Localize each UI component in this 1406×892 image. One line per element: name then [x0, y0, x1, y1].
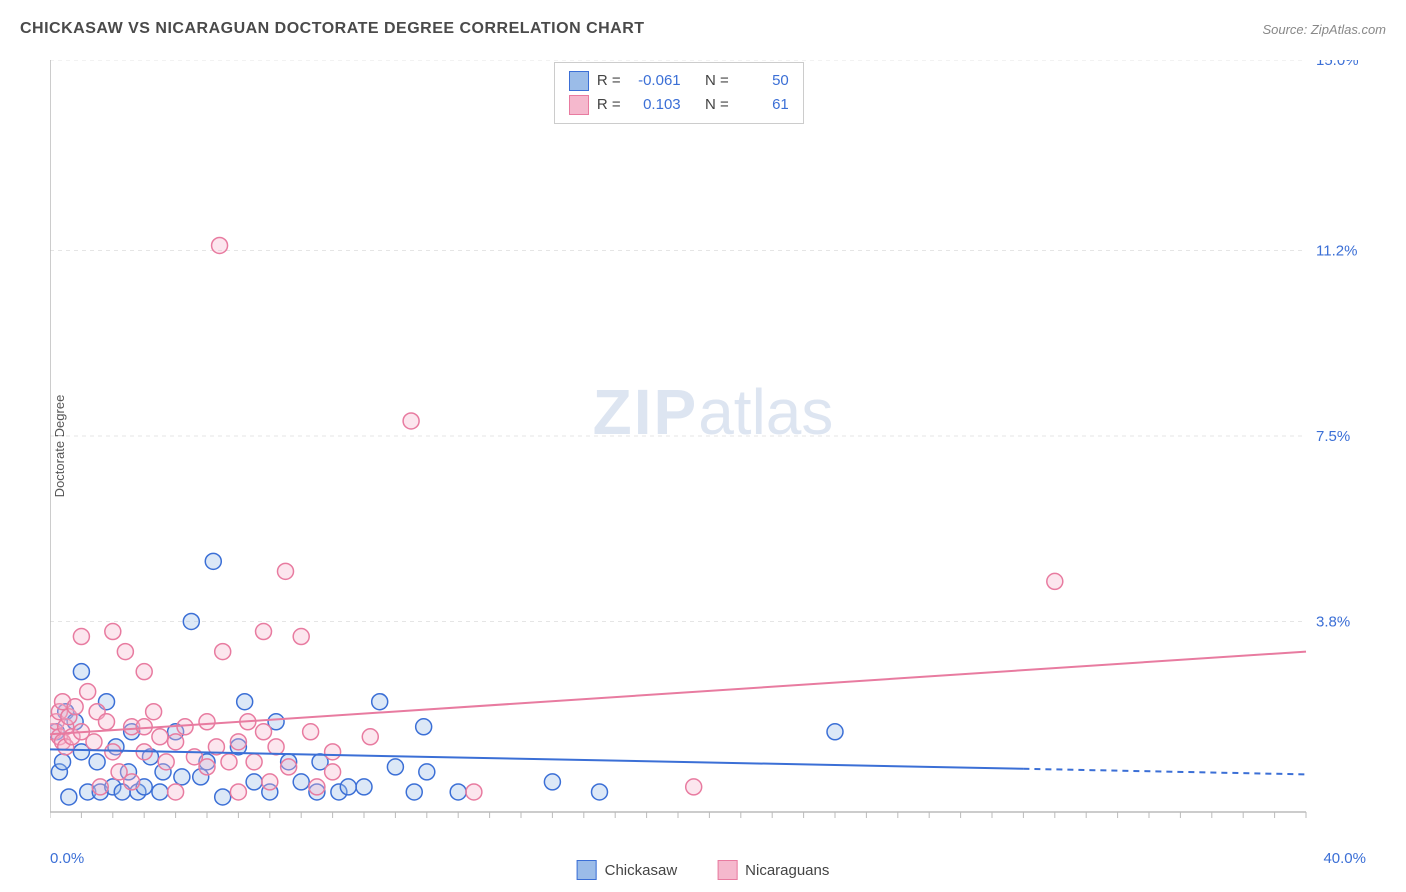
bottom-legend-item: Nicaraguans [717, 860, 829, 880]
legend-r-label: R = [597, 93, 621, 117]
chart-area: 3.8%7.5%11.2%15.0% ZIPatlas R =-0.061 N … [50, 60, 1376, 842]
bottom-legend-label: Nicaraguans [745, 862, 829, 879]
legend-r-label: R = [597, 69, 621, 93]
stats-legend-box: R = -0.061 N = 50 R = 0.103 N = 61 [554, 62, 804, 124]
svg-text:15.0%: 15.0% [1316, 60, 1359, 69]
bottom-legend: Chickasaw Nicaraguans [577, 860, 830, 880]
bottom-legend-item: Chickasaw [577, 860, 678, 880]
legend-r-value: 0.103 [629, 93, 681, 117]
legend-n-value: 61 [737, 93, 789, 117]
legend-swatch [569, 71, 589, 91]
legend-n-label: N = [705, 69, 729, 93]
chart-header: CHICKASAW VS NICARAGUAN DOCTORATE DEGREE… [20, 20, 1386, 38]
legend-swatch [577, 860, 597, 880]
bottom-legend-label: Chickasaw [605, 862, 678, 879]
chart-title: CHICKASAW VS NICARAGUAN DOCTORATE DEGREE… [20, 20, 645, 38]
legend-n-label: N = [705, 93, 729, 117]
legend-swatch [569, 95, 589, 115]
svg-text:3.8%: 3.8% [1316, 613, 1350, 630]
legend-n-value: 50 [737, 69, 789, 93]
legend-swatch [717, 860, 737, 880]
source-attribution: Source: ZipAtlas.com [1262, 22, 1386, 37]
x-axis-max-label: 40.0% [1323, 850, 1366, 867]
stats-legend-row: R = -0.061 N = 50 [569, 69, 789, 93]
svg-text:11.2%: 11.2% [1316, 243, 1357, 260]
legend-r-value: -0.061 [629, 69, 681, 93]
stats-legend-row: R = 0.103 N = 61 [569, 93, 789, 117]
x-axis-min-label: 0.0% [50, 850, 84, 867]
svg-text:7.5%: 7.5% [1316, 428, 1350, 445]
scatter-plot-svg: 3.8% 7.5% 11.2% 15.0% [50, 60, 1376, 842]
